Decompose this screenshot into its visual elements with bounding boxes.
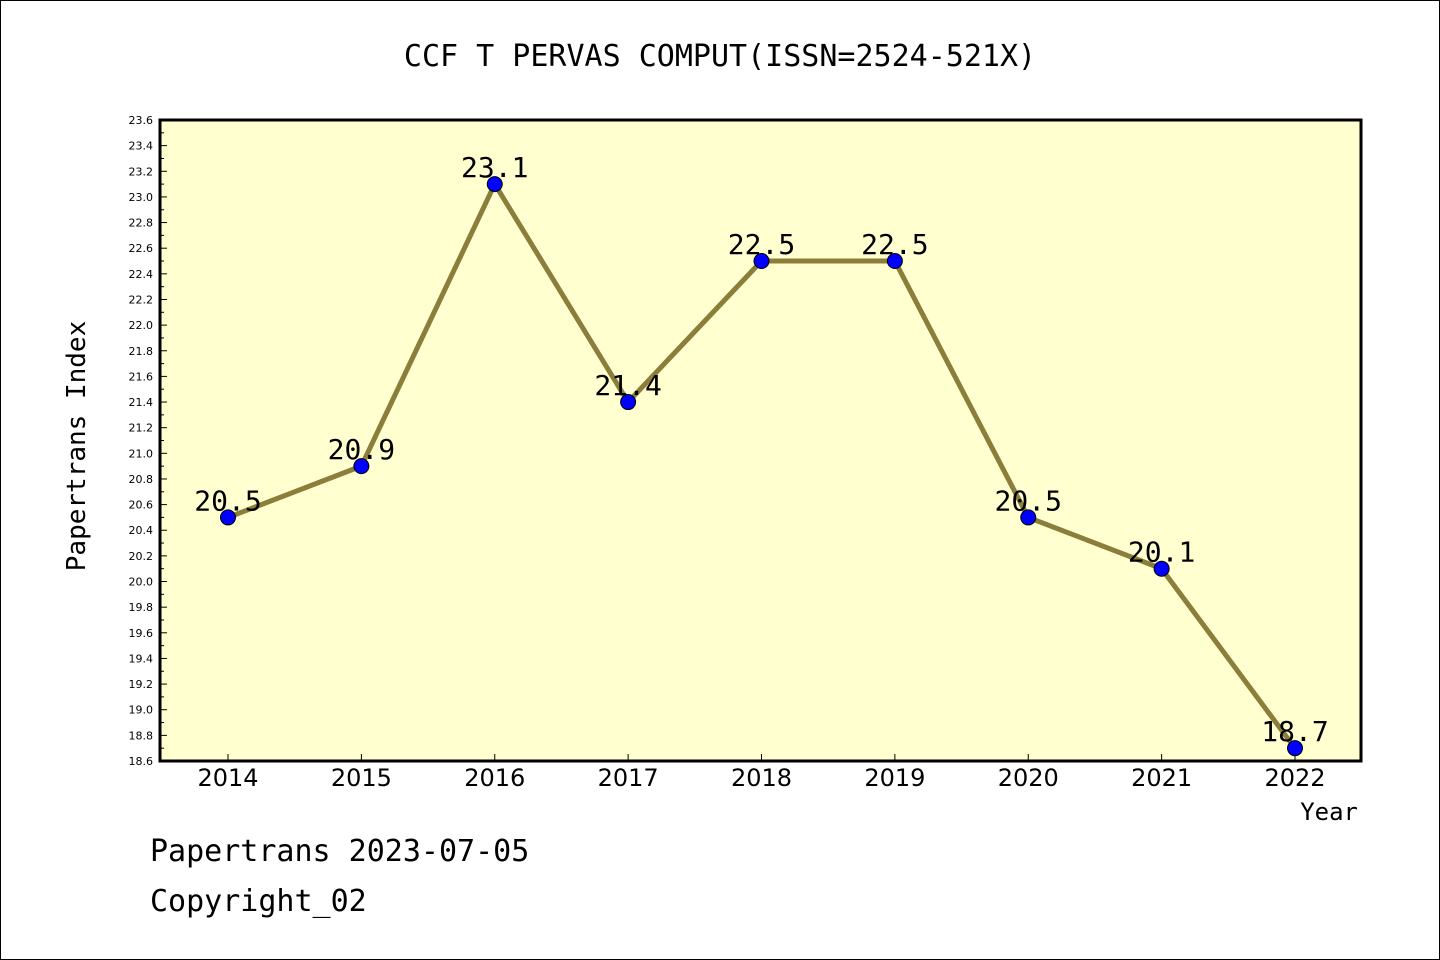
data-label: 21.4 [594,369,661,402]
y-tick-label: 22.2 [129,293,154,306]
x-tick-label: 2019 [864,764,925,792]
data-label: 20.5 [995,484,1062,517]
x-tick-label: 2020 [998,764,1059,792]
footer-copyright: Copyright_02 [150,884,367,919]
y-tick-label: 22.8 [129,217,154,230]
x-tick-label: 2015 [331,764,392,792]
data-point-marker [486,176,503,193]
data-label: 20.5 [194,484,261,517]
data-point-marker [220,509,236,526]
data-label: 18.7 [1261,715,1328,748]
y-tick-label: 19.2 [129,678,154,691]
data-label: 23.1 [461,151,528,184]
y-tick-label: 19.8 [129,601,154,614]
x-tick-label: 2014 [197,764,258,792]
y-tick-label: 23.6 [129,114,154,127]
y-tick-label: 18.6 [129,755,154,768]
chart-title: CCF T PERVAS COMPUT(ISSN=2524-521X) [404,39,1036,74]
y-tick-label: 19.6 [129,627,154,640]
x-tick-label: 2022 [1264,764,1325,792]
data-point-marker [886,253,903,270]
data-label: 20.9 [328,433,395,466]
y-axis-label: Papertrans Index [62,321,92,571]
y-tick-label: 21.6 [129,370,154,383]
data-point-marker [1287,740,1303,757]
y-tick-label: 21.4 [129,396,154,409]
y-tick-label: 23.2 [129,165,154,178]
data-point-marker [753,253,770,270]
x-tick-label: 2016 [464,764,525,792]
y-tick-label: 20.6 [129,499,154,512]
x-tick-label: 2021 [1131,764,1192,792]
data-point-marker [620,394,637,411]
y-tick-label: 22.4 [129,268,154,281]
y-tick-label: 19.4 [129,652,154,665]
y-tick-label: 20.4 [129,524,154,537]
y-tick-label: 23.0 [129,191,154,204]
y-tick-label: 20.2 [129,550,154,563]
y-tick-label: 23.4 [129,140,154,153]
y-tick-label: 20.8 [129,473,154,486]
data-label: 20.1 [1128,536,1195,569]
data-point-marker [353,458,370,475]
y-tick-label: 20.0 [129,576,154,589]
data-label: 22.5 [728,228,795,261]
y-tick-label: 21.8 [129,345,154,358]
y-tick-label: 21.2 [129,422,154,435]
y-tick-label: 19.0 [129,704,154,717]
footer-date: Papertrans 2023-07-05 [150,834,530,869]
data-point-marker [1153,560,1170,577]
y-tick-label: 22.6 [129,242,154,255]
plot-area [158,118,1363,763]
y-tick-label: 21.0 [129,447,154,460]
data-label: 22.5 [861,228,928,261]
data-point-marker [1020,509,1037,526]
y-tick-label: 22.0 [129,319,154,332]
y-tick-label: 18.8 [129,729,154,742]
x-tick-label: 2018 [731,764,792,792]
x-axis-label: Year [1300,798,1358,826]
x-tick-label: 2017 [598,764,659,792]
